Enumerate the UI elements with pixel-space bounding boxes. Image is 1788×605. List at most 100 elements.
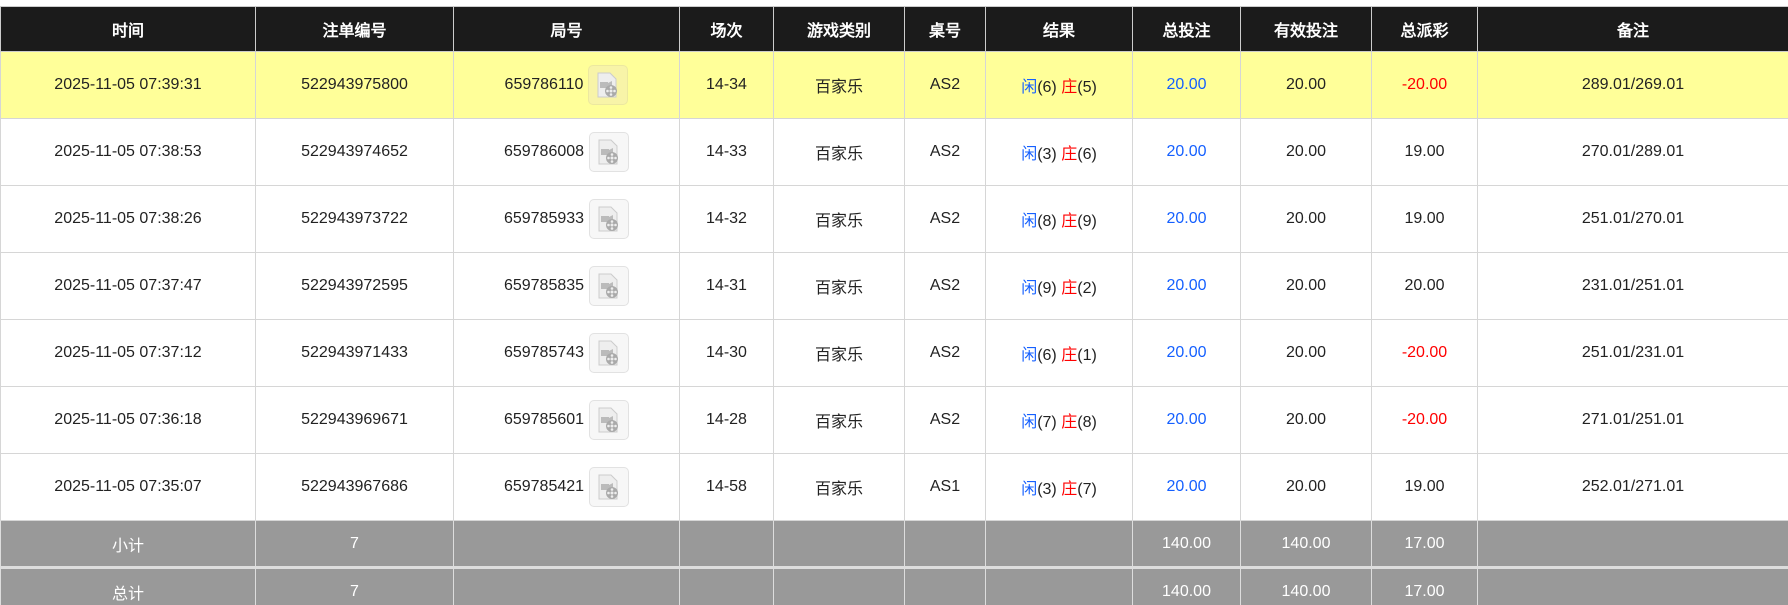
round-number: 659785601 [503,411,585,428]
summary-valid-bet: 140.00 [1240,520,1372,568]
cell-time: 2025-11-05 07:36:18 [0,386,256,454]
cell-payout-text: 20.00 [1404,277,1445,294]
cell-total-bet: 20.00 [1132,51,1241,119]
cell-valid-bet-text: 20.00 [1285,478,1327,495]
cell-shoe: 14-34 [679,51,774,119]
cell-bet-id-text: 522943969671 [301,411,408,428]
empty-cell [1477,520,1788,568]
cell-note: 251.01/270.01 [1477,185,1788,253]
cell-note: 289.01/269.01 [1477,51,1788,119]
cell-result: 闲(9) 庄(2) [985,252,1133,320]
cell-table-text: AS2 [929,143,961,160]
cell-table-text: AS2 [929,210,961,227]
cell-bet-id: 522943975800 [255,51,454,119]
cell-valid-bet: 20.00 [1240,118,1372,186]
cell-total-bet: 20.00 [1132,185,1241,253]
cell-shoe: 14-28 [679,386,774,454]
header-result: 结果 [985,6,1133,52]
video-replay-icon[interactable] [589,467,630,507]
video-replay-icon[interactable] [589,333,630,373]
summary-label: 小计 [0,520,256,568]
player-score: (6) [1037,347,1057,364]
player-label: 闲 [1021,481,1038,498]
cell-table: AS2 [904,118,986,186]
header-table-no: 桌号 [904,6,986,52]
summary-payout: 17.00 [1371,520,1478,568]
header-time: 时间 [0,6,256,52]
banker-label: 庄 [1061,280,1078,297]
cell-total-bet: 20.00 [1132,252,1241,320]
empty-cell [904,566,986,605]
cell-shoe-text: 14-31 [706,277,747,294]
cell-payout: -20.00 [1371,51,1478,119]
cell-note-text: 270.01/289.01 [1581,143,1685,160]
empty-cell [773,566,905,605]
cell-game-text: 百家乐 [814,280,863,297]
cell-shoe-text: 14-30 [706,344,747,361]
cell-time-text: 2025-11-05 07:39:31 [54,76,202,93]
cell-result: 闲(3) 庄(7) [985,453,1133,521]
round-number: 659786110 [504,76,584,93]
banker-score: (6) [1077,146,1097,163]
player-score: (7) [1037,414,1057,431]
cell-time-text: 2025-11-05 07:36:18 [54,411,202,428]
cell-table: AS1 [904,453,986,521]
cell-game: 百家乐 [773,453,905,521]
cell-note: 271.01/251.01 [1477,386,1788,454]
cell-total-bet: 20.00 [1132,319,1241,387]
cell-time-text: 2025-11-05 07:37:12 [54,344,202,361]
cell-valid-bet: 20.00 [1240,252,1372,320]
cell-bet-id: 522943974652 [255,118,454,186]
cell-bet-id: 522943972595 [255,252,454,320]
subtotal-row: 小计 7 140.00 140.00 17.00 [0,520,1788,568]
cell-table-text: AS2 [929,411,961,428]
cell-round: 659786008 [453,118,680,186]
cell-game-text: 百家乐 [814,213,863,230]
cell-game: 百家乐 [773,386,905,454]
cell-bet-id: 522943973722 [255,185,454,253]
video-replay-icon[interactable] [588,65,629,105]
cell-payout: -20.00 [1371,386,1478,454]
cell-bet-id: 522943969671 [255,386,454,454]
video-replay-icon[interactable] [589,400,630,440]
cell-note-text: 251.01/231.01 [1581,344,1685,361]
cell-payout-text: -20.00 [1401,411,1448,428]
cell-bet-id-text: 522943967686 [301,478,408,495]
cell-result: 闲(7) 庄(8) [985,386,1133,454]
cell-result: 闲(6) 庄(5) [985,51,1133,119]
banker-score: (8) [1077,414,1097,431]
video-replay-icon[interactable] [589,266,630,306]
cell-result: 闲(8) 庄(9) [985,185,1133,253]
cell-game: 百家乐 [773,252,905,320]
cell-payout-text: -20.00 [1401,76,1448,93]
empty-cell [985,520,1133,568]
cell-shoe: 14-32 [679,185,774,253]
cell-time-text: 2025-11-05 07:38:53 [54,143,202,160]
cell-game: 百家乐 [773,118,905,186]
cell-time: 2025-11-05 07:35:07 [0,453,256,521]
summary-valid-bet: 140.00 [1240,566,1372,605]
cell-payout-text: 19.00 [1404,210,1445,227]
cell-time: 2025-11-05 07:38:26 [0,185,256,253]
video-replay-icon[interactable] [589,199,630,239]
player-score: (6) [1037,79,1057,96]
cell-payout-text: -20.00 [1401,344,1448,361]
cell-time: 2025-11-05 07:37:47 [0,252,256,320]
cell-shoe-text: 14-33 [706,143,747,160]
cell-valid-bet: 20.00 [1240,319,1372,387]
banker-label: 庄 [1061,213,1078,230]
cell-note: 251.01/231.01 [1477,319,1788,387]
summary-total-bet: 140.00 [1132,566,1241,605]
player-label: 闲 [1021,146,1038,163]
cell-payout: 19.00 [1371,185,1478,253]
cell-time: 2025-11-05 07:39:31 [0,51,256,119]
video-replay-icon[interactable] [589,132,630,172]
cell-table-text: AS2 [929,76,961,93]
cell-bet-id-text: 522943971433 [301,344,408,361]
header-bet-id: 注单编号 [255,6,454,52]
cell-round: 659785421 [453,453,680,521]
player-label: 闲 [1021,280,1038,297]
table-row: 2025-11-05 07:37:47 522943972595 659785835… [0,252,1788,320]
cell-game-text: 百家乐 [814,146,863,163]
cell-total-bet-text: 20.00 [1166,210,1207,227]
